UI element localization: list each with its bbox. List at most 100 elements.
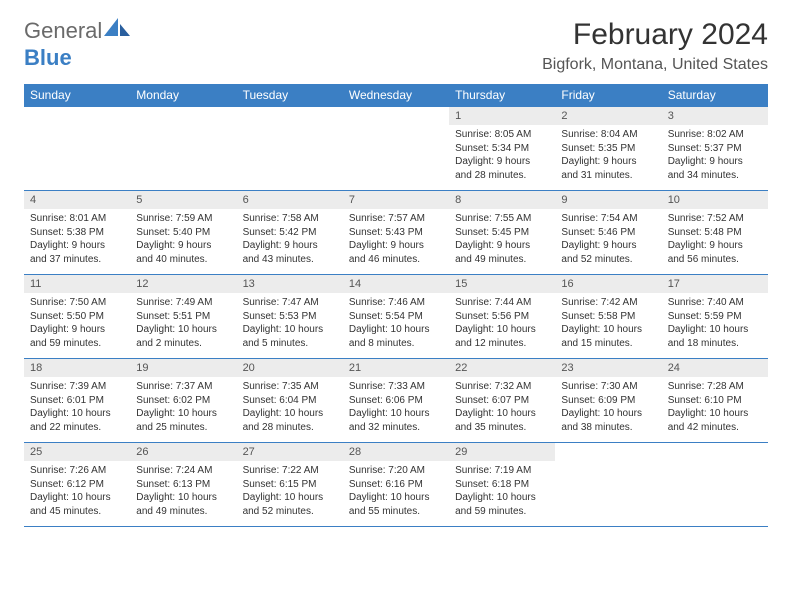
day-number: 5 [130, 191, 236, 209]
day-number: 25 [24, 443, 130, 461]
day-number: 1 [449, 107, 555, 125]
daylight-text: Daylight: 10 hours [455, 491, 549, 505]
sunrise-text: Sunrise: 7:44 AM [455, 296, 549, 310]
location: Bigfork, Montana, United States [542, 56, 768, 74]
day-content: Sunrise: 7:55 AMSunset: 5:45 PMDaylight:… [449, 209, 555, 274]
day-number: 20 [237, 359, 343, 377]
calendar-cell: 16Sunrise: 7:42 AMSunset: 5:58 PMDayligh… [555, 275, 661, 359]
day-number: 21 [343, 359, 449, 377]
calendar-cell: 22Sunrise: 7:32 AMSunset: 6:07 PMDayligh… [449, 359, 555, 443]
daylight-text: Daylight: 10 hours [136, 407, 230, 421]
sunset-text: Sunset: 5:53 PM [243, 310, 337, 324]
day-content: Sunrise: 7:32 AMSunset: 6:07 PMDaylight:… [449, 377, 555, 442]
day-number: 4 [24, 191, 130, 209]
daylight-text: Daylight: 10 hours [243, 491, 337, 505]
daylight-text: Daylight: 9 hours [136, 239, 230, 253]
sunrise-text: Sunrise: 7:33 AM [349, 380, 443, 394]
daylight-text: and 8 minutes. [349, 337, 443, 351]
day-number: 17 [662, 275, 768, 293]
title-block: February 2024 Bigfork, Montana, United S… [542, 18, 768, 74]
day-content: Sunrise: 7:52 AMSunset: 5:48 PMDaylight:… [662, 209, 768, 274]
daylight-text: Daylight: 10 hours [136, 491, 230, 505]
day-number: 24 [662, 359, 768, 377]
daylight-text: and 46 minutes. [349, 253, 443, 267]
daylight-text: and 56 minutes. [668, 253, 762, 267]
day-content: Sunrise: 7:20 AMSunset: 6:16 PMDaylight:… [343, 461, 449, 526]
calendar-cell [130, 107, 236, 191]
sunset-text: Sunset: 5:54 PM [349, 310, 443, 324]
calendar-cell: 11Sunrise: 7:50 AMSunset: 5:50 PMDayligh… [24, 275, 130, 359]
sunset-text: Sunset: 5:51 PM [136, 310, 230, 324]
daylight-text: Daylight: 9 hours [30, 323, 124, 337]
day-number: 7 [343, 191, 449, 209]
calendar-cell: 19Sunrise: 7:37 AMSunset: 6:02 PMDayligh… [130, 359, 236, 443]
day-content: Sunrise: 8:05 AMSunset: 5:34 PMDaylight:… [449, 125, 555, 190]
daylight-text: and 2 minutes. [136, 337, 230, 351]
daylight-text: Daylight: 10 hours [243, 323, 337, 337]
calendar-cell: 26Sunrise: 7:24 AMSunset: 6:13 PMDayligh… [130, 443, 236, 527]
sunrise-text: Sunrise: 7:39 AM [30, 380, 124, 394]
logo: General [24, 18, 130, 44]
sunset-text: Sunset: 5:34 PM [455, 142, 549, 156]
header-thursday: Thursday [449, 84, 555, 107]
sunrise-text: Sunrise: 7:22 AM [243, 464, 337, 478]
day-content: Sunrise: 7:33 AMSunset: 6:06 PMDaylight:… [343, 377, 449, 442]
calendar-cell: 10Sunrise: 7:52 AMSunset: 5:48 PMDayligh… [662, 191, 768, 275]
calendar-table: Sunday Monday Tuesday Wednesday Thursday… [24, 84, 768, 527]
day-content: Sunrise: 7:22 AMSunset: 6:15 PMDaylight:… [237, 461, 343, 526]
daylight-text: Daylight: 9 hours [668, 239, 762, 253]
calendar-cell: 5Sunrise: 7:59 AMSunset: 5:40 PMDaylight… [130, 191, 236, 275]
day-number: 22 [449, 359, 555, 377]
daylight-text: and 28 minutes. [455, 169, 549, 183]
daylight-text: and 52 minutes. [561, 253, 655, 267]
day-number: 27 [237, 443, 343, 461]
sunrise-text: Sunrise: 7:37 AM [136, 380, 230, 394]
day-number: 14 [343, 275, 449, 293]
calendar-cell: 28Sunrise: 7:20 AMSunset: 6:16 PMDayligh… [343, 443, 449, 527]
calendar-cell [343, 107, 449, 191]
sunrise-text: Sunrise: 7:46 AM [349, 296, 443, 310]
daylight-text: and 5 minutes. [243, 337, 337, 351]
day-number: 3 [662, 107, 768, 125]
sunset-text: Sunset: 6:07 PM [455, 394, 549, 408]
header-sunday: Sunday [24, 84, 130, 107]
sunset-text: Sunset: 6:15 PM [243, 478, 337, 492]
sunrise-text: Sunrise: 7:47 AM [243, 296, 337, 310]
calendar-cell [555, 443, 661, 527]
daylight-text: and 49 minutes. [455, 253, 549, 267]
daylight-text: Daylight: 10 hours [349, 323, 443, 337]
sunset-text: Sunset: 5:56 PM [455, 310, 549, 324]
calendar-cell: 2Sunrise: 8:04 AMSunset: 5:35 PMDaylight… [555, 107, 661, 191]
daylight-text: and 52 minutes. [243, 505, 337, 519]
day-content: Sunrise: 7:42 AMSunset: 5:58 PMDaylight:… [555, 293, 661, 358]
day-content: Sunrise: 8:04 AMSunset: 5:35 PMDaylight:… [555, 125, 661, 190]
sunset-text: Sunset: 6:04 PM [243, 394, 337, 408]
calendar-cell: 20Sunrise: 7:35 AMSunset: 6:04 PMDayligh… [237, 359, 343, 443]
daylight-text: Daylight: 10 hours [561, 407, 655, 421]
calendar-cell [662, 443, 768, 527]
day-content: Sunrise: 7:19 AMSunset: 6:18 PMDaylight:… [449, 461, 555, 526]
daylight-text: and 59 minutes. [30, 337, 124, 351]
calendar-cell: 29Sunrise: 7:19 AMSunset: 6:18 PMDayligh… [449, 443, 555, 527]
daylight-text: Daylight: 10 hours [455, 323, 549, 337]
day-number: 9 [555, 191, 661, 209]
daylight-text: Daylight: 10 hours [30, 407, 124, 421]
sunrise-text: Sunrise: 7:42 AM [561, 296, 655, 310]
day-content: Sunrise: 7:37 AMSunset: 6:02 PMDaylight:… [130, 377, 236, 442]
calendar-week: 11Sunrise: 7:50 AMSunset: 5:50 PMDayligh… [24, 275, 768, 359]
sunset-text: Sunset: 5:46 PM [561, 226, 655, 240]
day-number: 29 [449, 443, 555, 461]
calendar-cell: 18Sunrise: 7:39 AMSunset: 6:01 PMDayligh… [24, 359, 130, 443]
day-content: Sunrise: 7:59 AMSunset: 5:40 PMDaylight:… [130, 209, 236, 274]
day-content: Sunrise: 7:35 AMSunset: 6:04 PMDaylight:… [237, 377, 343, 442]
calendar-cell: 1Sunrise: 8:05 AMSunset: 5:34 PMDaylight… [449, 107, 555, 191]
day-number: 15 [449, 275, 555, 293]
calendar-cell: 9Sunrise: 7:54 AMSunset: 5:46 PMDaylight… [555, 191, 661, 275]
day-content: Sunrise: 7:39 AMSunset: 6:01 PMDaylight:… [24, 377, 130, 442]
day-number: 10 [662, 191, 768, 209]
calendar-cell [237, 107, 343, 191]
daylight-text: and 38 minutes. [561, 421, 655, 435]
sunrise-text: Sunrise: 7:50 AM [30, 296, 124, 310]
day-content: Sunrise: 7:24 AMSunset: 6:13 PMDaylight:… [130, 461, 236, 526]
daylight-text: Daylight: 10 hours [30, 491, 124, 505]
